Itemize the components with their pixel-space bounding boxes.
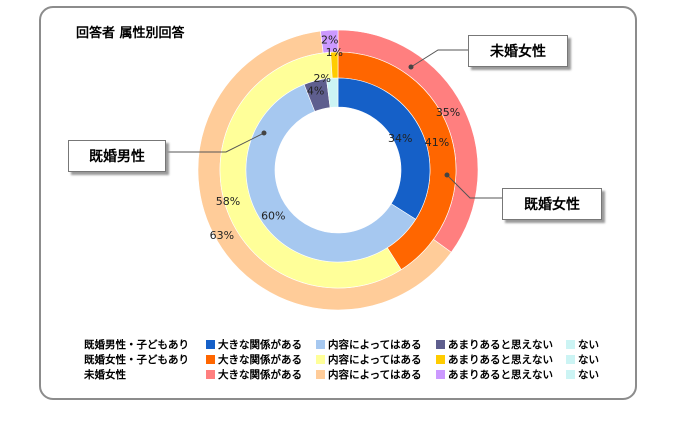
legend-item-label: 内容によってはある <box>328 369 422 381</box>
outer-ring-label-2: 2% <box>321 33 338 46</box>
legend-item: あまりあると思えない <box>436 367 553 382</box>
legend-row: 未婚女性 大きな関係がある 内容によってはある あまりあると思えない ない <box>84 367 614 382</box>
leader-married-men-dot <box>261 130 267 136</box>
middle-ring-label-1: 58% <box>216 195 240 208</box>
legend-item-label: あまりあると思えない <box>448 339 553 351</box>
legend-swatch <box>436 370 445 379</box>
legend-item: ない <box>566 352 599 367</box>
callout-married-women: 既婚女性 <box>502 188 602 220</box>
inner-ring-label-0: 34% <box>388 132 412 145</box>
callout-unmarried-women: 未婚女性 <box>468 35 568 67</box>
legend-row-name: 既婚男性・子どもあり <box>84 339 189 351</box>
inner-ring-label-2: 4% <box>307 85 324 98</box>
legend-swatch <box>436 355 445 364</box>
legend-item-label: ない <box>578 354 599 366</box>
legend-swatch <box>206 340 215 349</box>
leader-married-men <box>164 132 265 153</box>
middle-ring-label-0: 41% <box>425 136 449 149</box>
legend-swatch <box>316 355 325 364</box>
leader-unmarried-women <box>410 49 468 68</box>
outer-ring-label-1: 63% <box>210 229 234 242</box>
inner-ring-slice-1 <box>245 84 417 263</box>
legend-item-label: ない <box>578 369 599 381</box>
legend-item-label: あまりあると思えない <box>448 354 553 366</box>
legend-item-label: 大きな関係がある <box>218 354 302 366</box>
legend-item-label: ない <box>578 339 599 351</box>
outer-ring-label-0: 35% <box>436 106 460 119</box>
legend-item-label: 大きな関係がある <box>218 339 302 351</box>
legend-item: 内容によってはある <box>316 352 421 367</box>
legend-swatch <box>436 340 445 349</box>
middle-ring-label-2: 1% <box>326 46 343 59</box>
legend-item: 大きな関係がある <box>206 337 302 352</box>
legend-item: あまりあると思えない <box>436 352 553 367</box>
legend-item-label: あまりあると思えない <box>448 369 553 381</box>
leader-unmarried-women-dot <box>408 64 414 70</box>
callout-married-men: 既婚男性 <box>68 140 166 172</box>
inner-ring-label-1: 60% <box>261 209 285 222</box>
legend: 既婚男性・子どもあり 大きな関係がある 内容によってはある あまりあると思えない ない既… <box>84 337 614 382</box>
legend-row-name: 未婚女性 <box>84 369 126 381</box>
chart-frame <box>39 6 637 400</box>
legend-item: 内容によってはある <box>316 337 421 352</box>
legend-item: 大きな関係がある <box>206 367 302 382</box>
inner-ring-label-3: 2% <box>313 72 330 85</box>
legend-item-label: 大きな関係がある <box>218 369 302 381</box>
leader-married-women <box>446 174 502 199</box>
legend-swatch <box>316 370 325 379</box>
legend-item-label: 内容によってはある <box>328 354 422 366</box>
chart-title: 回答者 属性別回答 <box>76 26 185 41</box>
legend-swatch <box>566 355 575 364</box>
legend-row-name: 既婚女性・子どもあり <box>84 354 189 366</box>
leader-married-women-dot <box>444 172 450 178</box>
legend-item: ない <box>566 337 599 352</box>
legend-item: 内容によってはある <box>316 367 421 382</box>
legend-row: 既婚男性・子どもあり 大きな関係がある 内容によってはある あまりあると思えない ない <box>84 337 614 352</box>
legend-item: 大きな関係がある <box>206 352 302 367</box>
legend-swatch <box>206 370 215 379</box>
legend-item: ない <box>566 367 599 382</box>
legend-swatch <box>566 340 575 349</box>
inner-ring-slice-3 <box>326 77 339 108</box>
legend-swatch <box>566 370 575 379</box>
legend-swatch <box>316 340 325 349</box>
legend-item: あまりあると思えない <box>436 337 553 352</box>
legend-swatch <box>206 355 215 364</box>
legend-item-label: 内容によってはある <box>328 339 422 351</box>
legend-row: 既婚女性・子どもあり 大きな関係がある 内容によってはある あまりあると思えない ない <box>84 352 614 367</box>
